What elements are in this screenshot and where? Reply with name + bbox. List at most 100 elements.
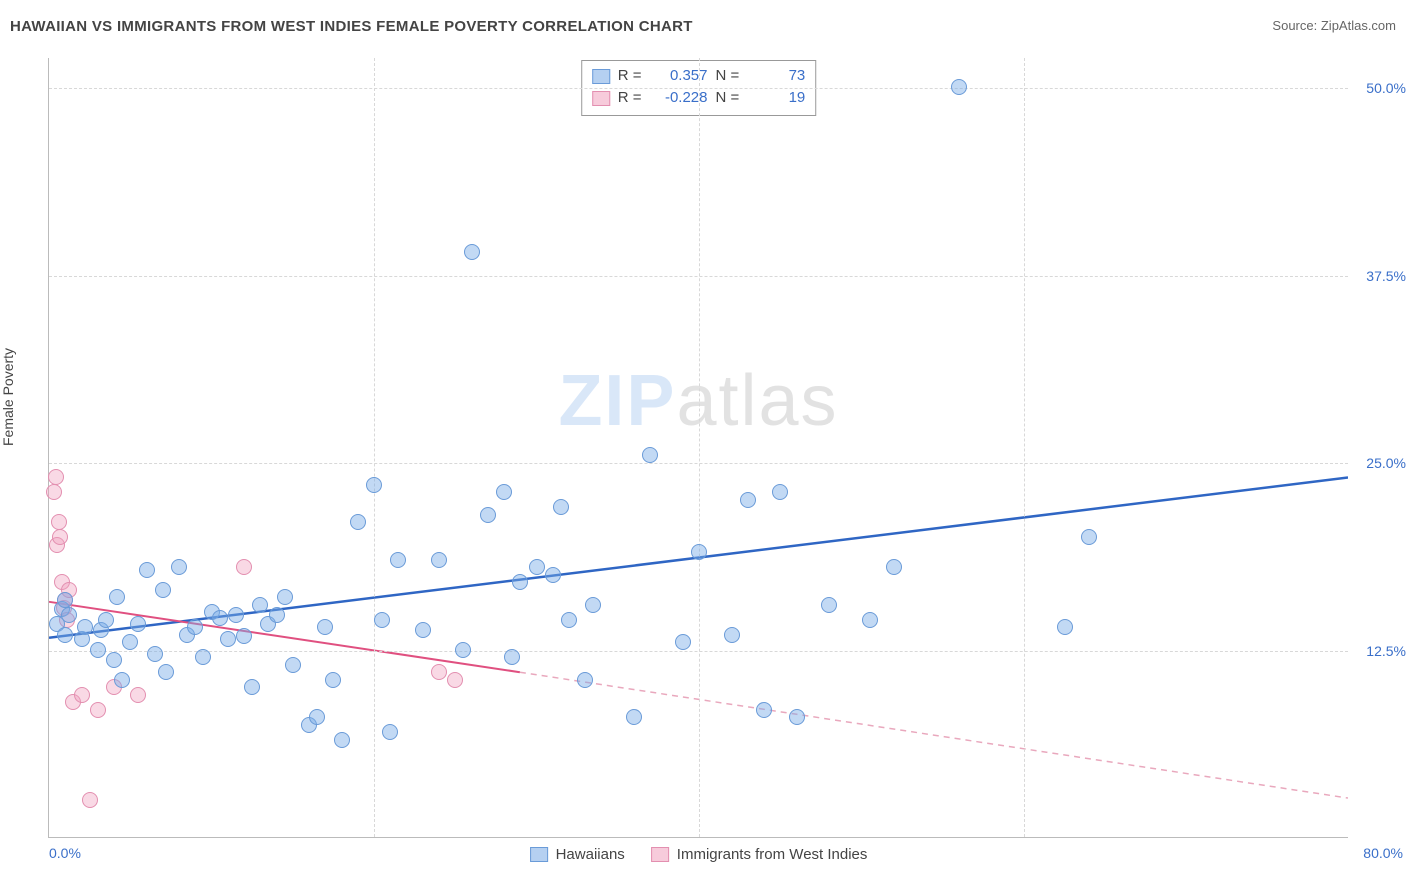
scatter-point — [77, 619, 93, 635]
scatter-point — [212, 610, 228, 626]
scatter-point — [724, 627, 740, 643]
scatter-point — [130, 687, 146, 703]
scatter-chart: ZIPatlas R = 0.357 N = 73 R = -0.228 N =… — [48, 58, 1348, 838]
scatter-point — [431, 552, 447, 568]
legend: Hawaiians Immigrants from West Indies — [530, 846, 868, 863]
scatter-point — [504, 649, 520, 665]
legend-label-1: Hawaiians — [556, 846, 625, 863]
scatter-point — [130, 616, 146, 632]
scatter-point — [756, 702, 772, 718]
scatter-point — [1057, 619, 1073, 635]
scatter-point — [220, 631, 236, 647]
watermark-zip: ZIP — [558, 361, 676, 441]
scatter-point — [415, 622, 431, 638]
legend-swatch-pink — [651, 847, 669, 862]
stats-r-label-2: R = — [618, 87, 642, 109]
stats-swatch-pink — [592, 91, 610, 106]
scatter-point — [334, 732, 350, 748]
scatter-point — [122, 634, 138, 650]
scatter-point — [228, 607, 244, 623]
ytick-label: 25.0% — [1351, 455, 1406, 471]
source-attribution: Source: ZipAtlas.com — [1272, 18, 1396, 33]
gridline-v — [374, 58, 375, 837]
stats-n-label-2: N = — [716, 87, 740, 109]
scatter-point — [114, 672, 130, 688]
scatter-point — [626, 709, 642, 725]
scatter-point — [821, 597, 837, 613]
scatter-point — [577, 672, 593, 688]
legend-item-1: Hawaiians — [530, 846, 625, 863]
x-min-label: 0.0% — [49, 845, 81, 861]
scatter-point — [390, 552, 406, 568]
scatter-point — [98, 612, 114, 628]
scatter-point — [236, 628, 252, 644]
stats-swatch-blue — [592, 69, 610, 84]
stats-n-value-2: 19 — [747, 87, 805, 109]
scatter-point — [317, 619, 333, 635]
scatter-point — [187, 619, 203, 635]
scatter-point — [309, 709, 325, 725]
scatter-point — [464, 244, 480, 260]
scatter-point — [382, 724, 398, 740]
ytick-label: 50.0% — [1351, 80, 1406, 96]
scatter-point — [147, 646, 163, 662]
scatter-point — [480, 507, 496, 523]
scatter-point — [553, 499, 569, 515]
scatter-point — [374, 612, 390, 628]
ytick-label: 37.5% — [1351, 268, 1406, 284]
y-axis-label: Female Poverty — [0, 348, 16, 446]
scatter-point — [789, 709, 805, 725]
scatter-point — [57, 592, 73, 608]
watermark-atlas: atlas — [676, 361, 838, 441]
scatter-point — [585, 597, 601, 613]
scatter-point — [90, 702, 106, 718]
scatter-point — [109, 589, 125, 605]
scatter-point — [447, 672, 463, 688]
stats-r-label-1: R = — [618, 65, 642, 87]
scatter-point — [139, 562, 155, 578]
scatter-point — [951, 79, 967, 95]
scatter-point — [106, 652, 122, 668]
scatter-point — [269, 607, 285, 623]
scatter-point — [642, 447, 658, 463]
scatter-point — [366, 477, 382, 493]
legend-item-2: Immigrants from West Indies — [651, 846, 868, 863]
scatter-point — [61, 607, 77, 623]
stats-n-value-1: 73 — [747, 65, 805, 87]
chart-title: HAWAIIAN VS IMMIGRANTS FROM WEST INDIES … — [10, 18, 693, 35]
scatter-point — [277, 589, 293, 605]
scatter-point — [496, 484, 512, 500]
scatter-point — [350, 514, 366, 530]
scatter-point — [772, 484, 788, 500]
scatter-point — [90, 642, 106, 658]
scatter-point — [431, 664, 447, 680]
legend-label-2: Immigrants from West Indies — [677, 846, 868, 863]
scatter-point — [545, 567, 561, 583]
source-value: ZipAtlas.com — [1321, 18, 1396, 33]
scatter-point — [529, 559, 545, 575]
ytick-label: 12.5% — [1351, 643, 1406, 659]
scatter-point — [325, 672, 341, 688]
trend-pink-dashed — [520, 672, 1348, 798]
scatter-point — [455, 642, 471, 658]
scatter-point — [862, 612, 878, 628]
scatter-point — [691, 544, 707, 560]
scatter-point — [171, 559, 187, 575]
scatter-point — [512, 574, 528, 590]
scatter-point — [52, 529, 68, 545]
scatter-point — [195, 649, 211, 665]
scatter-point — [51, 514, 67, 530]
scatter-point — [740, 492, 756, 508]
x-max-label: 80.0% — [1363, 845, 1403, 861]
gridline-v — [699, 58, 700, 837]
scatter-point — [48, 469, 64, 485]
gridline-v — [1024, 58, 1025, 837]
scatter-point — [1081, 529, 1097, 545]
legend-swatch-blue — [530, 847, 548, 862]
scatter-point — [561, 612, 577, 628]
scatter-point — [886, 559, 902, 575]
scatter-point — [236, 559, 252, 575]
scatter-point — [285, 657, 301, 673]
scatter-point — [57, 627, 73, 643]
stats-n-label-1: N = — [716, 65, 740, 87]
